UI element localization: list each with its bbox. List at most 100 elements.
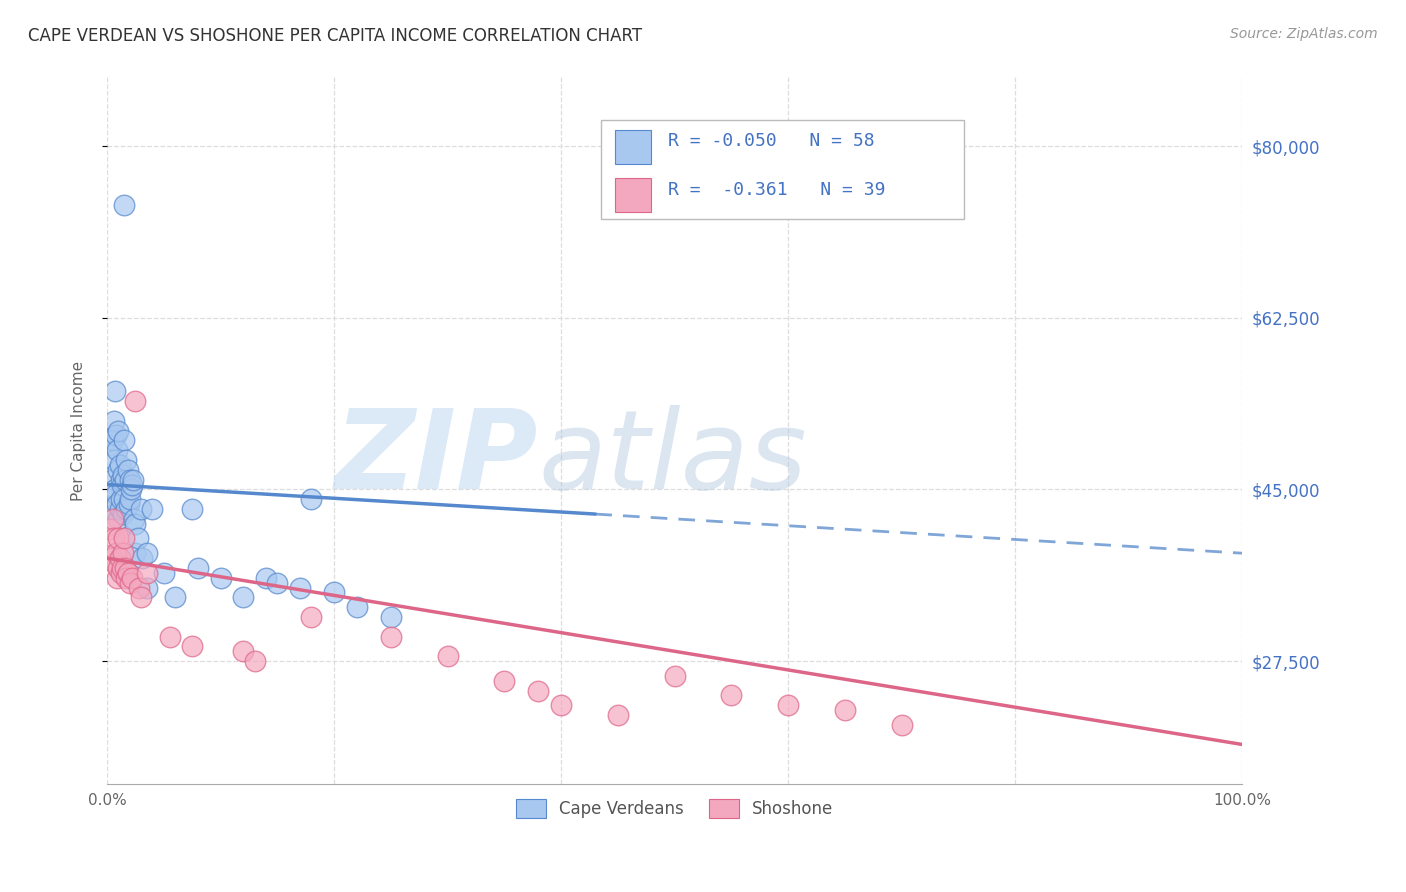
Point: [346, 600, 368, 615]
Point: [527, 683, 550, 698]
Point: [778, 698, 800, 713]
Point: [107, 561, 129, 575]
Point: [100, 551, 122, 566]
Point: [105, 428, 128, 442]
Point: [121, 571, 143, 585]
Text: Source: ZipAtlas.com: Source: ZipAtlas.com: [1230, 27, 1378, 41]
Point: [107, 424, 129, 438]
Legend: Cape Verdeans, Shoshone: Cape Verdeans, Shoshone: [509, 792, 841, 825]
Point: [108, 502, 131, 516]
Point: [110, 566, 132, 580]
Point: [107, 463, 129, 477]
Point: [105, 443, 128, 458]
Point: [105, 487, 128, 501]
Point: [254, 571, 277, 585]
Point: [128, 581, 150, 595]
Point: [209, 571, 232, 585]
Point: [112, 434, 135, 448]
Point: [110, 473, 132, 487]
Point: [105, 571, 128, 585]
Point: [107, 512, 129, 526]
Point: [111, 467, 134, 482]
Point: [720, 689, 742, 703]
Point: [104, 556, 127, 570]
Point: [104, 384, 127, 399]
Point: [111, 561, 134, 575]
Point: [288, 581, 311, 595]
Point: [100, 473, 122, 487]
Point: [114, 473, 136, 487]
Point: [129, 591, 152, 605]
Point: [124, 516, 146, 531]
Point: [108, 551, 131, 566]
Text: ZIP: ZIP: [335, 405, 538, 512]
Point: [118, 575, 141, 590]
Y-axis label: Per Capita Income: Per Capita Income: [72, 360, 86, 500]
Point: [100, 522, 122, 536]
Text: R =  -0.361   N = 39: R = -0.361 N = 39: [668, 181, 886, 199]
Point: [664, 669, 686, 683]
Text: atlas: atlas: [538, 405, 807, 512]
Point: [124, 512, 146, 526]
Point: [299, 610, 322, 624]
Point: [101, 512, 124, 526]
Point: [103, 532, 125, 546]
Point: [114, 561, 136, 575]
Point: [118, 473, 141, 487]
Point: [111, 546, 134, 560]
Bar: [614, 178, 651, 211]
Point: [159, 630, 181, 644]
Point: [122, 473, 145, 487]
Point: [187, 561, 209, 575]
Point: [135, 566, 157, 580]
Point: [117, 566, 139, 580]
Point: [181, 640, 204, 654]
Point: [380, 610, 402, 624]
Point: [117, 463, 139, 477]
Point: [299, 492, 322, 507]
Point: [115, 571, 138, 585]
Point: [135, 581, 157, 595]
Point: [121, 477, 143, 491]
Point: [107, 532, 129, 546]
Point: [834, 703, 856, 717]
Point: [890, 718, 912, 732]
Point: [112, 198, 135, 212]
Point: [494, 673, 516, 688]
Point: [115, 502, 138, 516]
Point: [103, 453, 125, 467]
Point: [232, 591, 254, 605]
Point: [100, 438, 122, 452]
Point: [153, 566, 176, 580]
Point: [232, 644, 254, 658]
Text: CAPE VERDEAN VS SHOSHONE PER CAPITA INCOME CORRELATION CHART: CAPE VERDEAN VS SHOSHONE PER CAPITA INCO…: [28, 27, 643, 45]
Point: [115, 453, 138, 467]
Point: [111, 507, 134, 521]
Point: [101, 502, 124, 516]
Point: [607, 708, 630, 723]
Point: [111, 477, 134, 491]
Point: [112, 492, 135, 507]
Point: [266, 575, 288, 590]
Point: [105, 546, 128, 560]
FancyBboxPatch shape: [600, 120, 965, 219]
Point: [124, 394, 146, 409]
Point: [103, 414, 125, 428]
Point: [112, 532, 135, 546]
Point: [129, 502, 152, 516]
Bar: [614, 130, 651, 164]
Point: [104, 483, 127, 497]
Point: [141, 502, 163, 516]
Point: [101, 434, 124, 448]
Point: [117, 497, 139, 511]
Point: [101, 492, 124, 507]
Text: R = -0.050   N = 58: R = -0.050 N = 58: [668, 132, 875, 150]
Point: [380, 630, 402, 644]
Point: [118, 492, 141, 507]
Point: [323, 585, 346, 599]
Point: [550, 698, 572, 713]
Point: [436, 649, 458, 664]
Point: [135, 546, 157, 560]
Point: [243, 654, 266, 668]
Point: [124, 546, 146, 560]
